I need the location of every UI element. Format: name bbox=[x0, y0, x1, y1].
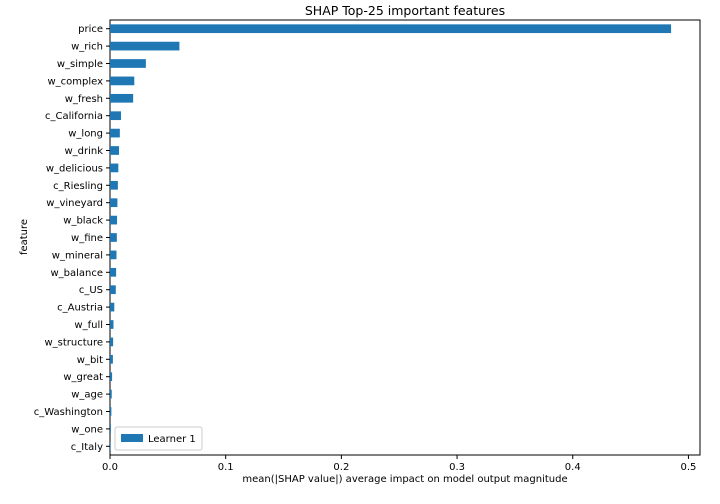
y-tick-label: w_one bbox=[71, 424, 103, 435]
y-tick-label: w_drink bbox=[64, 146, 103, 157]
y-tick-label: c_Riesling bbox=[53, 181, 103, 192]
y-tick-label: w_simple bbox=[57, 59, 103, 70]
bar-w_great bbox=[110, 372, 113, 382]
y-axis: price w_rich w_simple w_complex w_fresh c_Cal… bbox=[34, 24, 110, 453]
bar-w_long bbox=[110, 128, 120, 138]
y-tick-label: w_balance bbox=[50, 268, 103, 279]
chart-title: SHAP Top-25 important features bbox=[305, 3, 505, 18]
bar-w_fresh bbox=[110, 93, 134, 103]
x-tick-label: 0.4 bbox=[565, 462, 581, 473]
legend-box bbox=[114, 426, 203, 451]
bar-c_Austria bbox=[110, 302, 115, 312]
y-tick-label: w_great bbox=[63, 372, 103, 383]
x-tick-label: 0.3 bbox=[449, 462, 465, 473]
bar-w_black bbox=[110, 215, 118, 225]
y-tick-label: c_Italy bbox=[71, 442, 103, 453]
plot-frame bbox=[109, 19, 701, 456]
y-tick-label: c_Austria bbox=[57, 303, 103, 314]
bar-w_structure bbox=[110, 337, 114, 347]
y-tick-label: w_delicious bbox=[46, 163, 103, 174]
y-tick-label: w_structure bbox=[44, 337, 103, 348]
bar-w_balance bbox=[110, 267, 117, 277]
y-tick-label: w_rich bbox=[71, 42, 103, 53]
x-tick-label: 0.2 bbox=[333, 462, 349, 473]
bar-c_Riesling bbox=[110, 180, 118, 190]
y-tick-label: c_California bbox=[45, 111, 103, 122]
bar-w_delicious bbox=[110, 163, 119, 173]
bar-c_California bbox=[110, 111, 121, 121]
x-axis-label: mean(|SHAP value|) average impact on mod… bbox=[242, 474, 567, 485]
y-tick-label: w_fine bbox=[71, 233, 103, 244]
bar-w_bit bbox=[110, 354, 113, 364]
bar-price bbox=[110, 24, 672, 34]
y-tick-label: w_fresh bbox=[65, 94, 103, 105]
y-tick-label: w_age bbox=[71, 390, 103, 401]
bar-w_complex bbox=[110, 76, 135, 86]
y-tick-label: w_long bbox=[68, 129, 103, 140]
bar-w_rich bbox=[110, 41, 180, 51]
y-tick-label: w_mineral bbox=[52, 250, 103, 261]
bar-w_drink bbox=[110, 146, 120, 155]
bar-c_US bbox=[110, 285, 116, 295]
bar-w_fine bbox=[110, 233, 117, 242]
bar-w_simple bbox=[110, 59, 146, 68]
x-tick-label: 0.0 bbox=[102, 462, 118, 473]
bars-group bbox=[110, 24, 672, 451]
legend: Learner 1 bbox=[114, 426, 203, 451]
bar-w_mineral bbox=[110, 250, 117, 260]
bar-w_one bbox=[110, 424, 111, 434]
bar-w_vineyard bbox=[110, 198, 118, 208]
bar-c_Washington bbox=[110, 407, 112, 416]
y-tick-label: c_Washington bbox=[34, 407, 103, 418]
y-tick-label: price bbox=[78, 24, 103, 35]
bar-w_full bbox=[110, 320, 114, 329]
y-tick-label: w_vineyard bbox=[46, 198, 103, 209]
bar-c_Italy bbox=[110, 441, 111, 451]
legend-swatch bbox=[121, 434, 143, 442]
x-tick-label: 0.5 bbox=[680, 462, 696, 473]
y-tick-label: w_bit bbox=[77, 355, 103, 366]
y-tick-label: w_black bbox=[63, 216, 103, 227]
legend-label: Learner 1 bbox=[148, 434, 196, 445]
x-axis: 0.0 0.1 0.2 0.3 0.4 0.5 bbox=[102, 455, 696, 473]
y-axis-label: feature bbox=[19, 219, 30, 255]
bar-w_age bbox=[110, 389, 112, 399]
y-tick-label: w_full bbox=[74, 320, 103, 331]
x-tick-label: 0.1 bbox=[218, 462, 234, 473]
y-tick-label: w_complex bbox=[47, 76, 103, 87]
y-tick-label: c_US bbox=[79, 285, 103, 296]
